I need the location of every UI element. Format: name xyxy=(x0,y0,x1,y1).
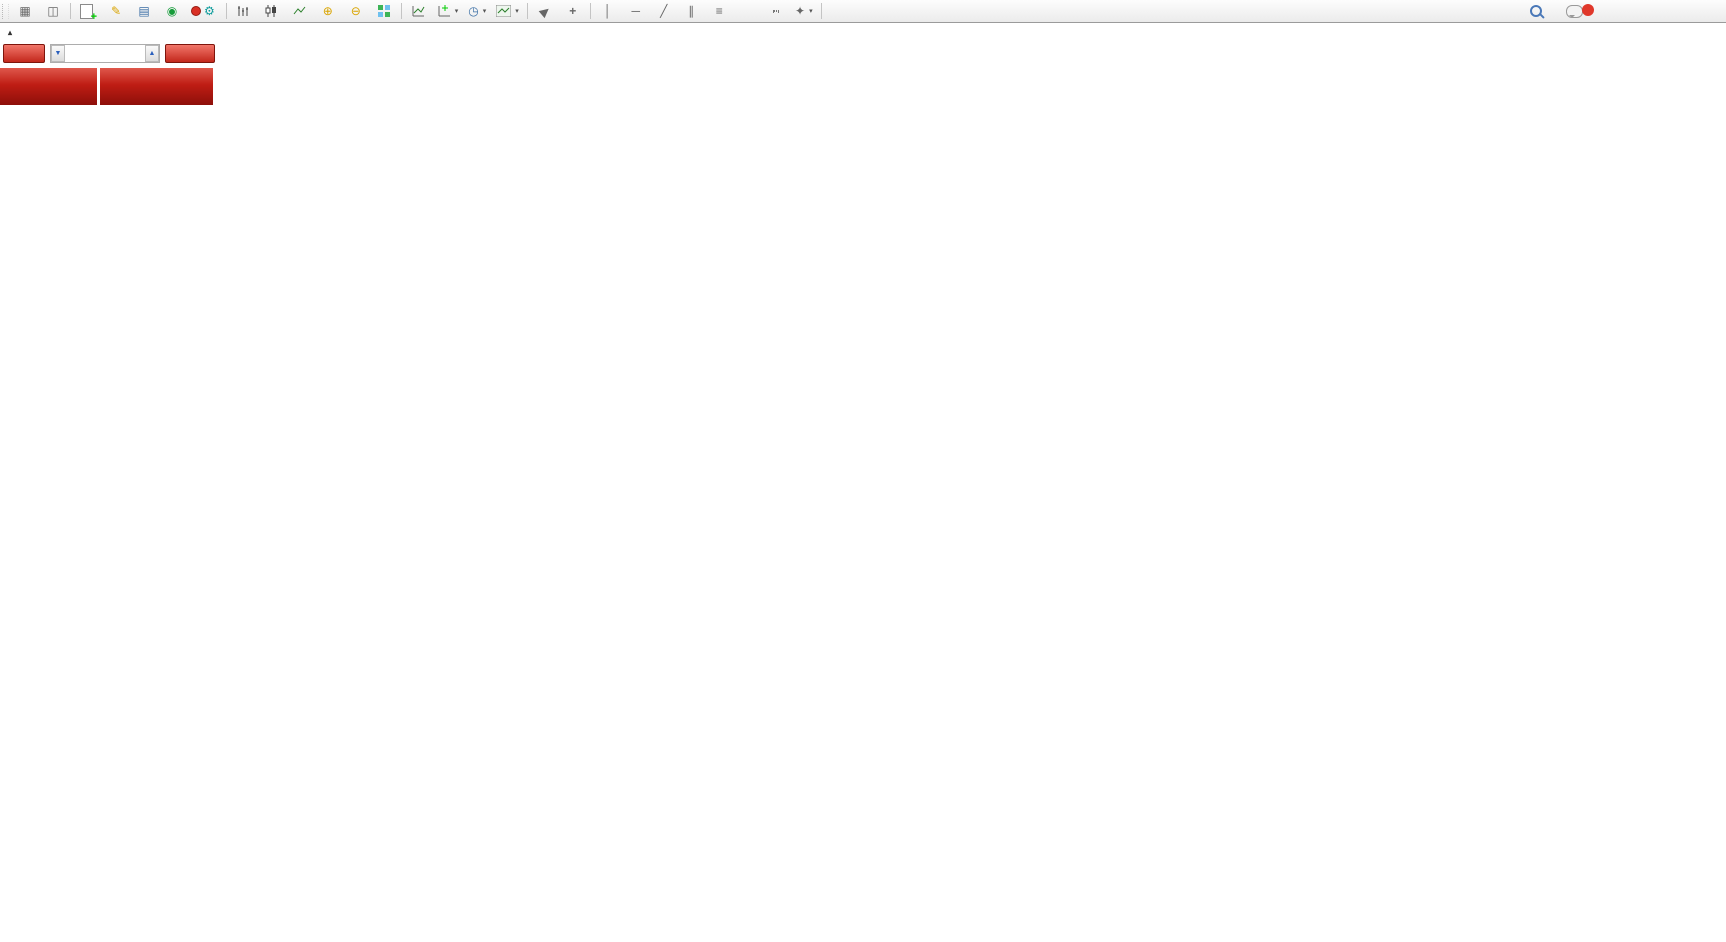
volume-input[interactable] xyxy=(65,45,145,62)
profiles-icon[interactable]: ▤ xyxy=(138,4,150,18)
notifications-button[interactable] xyxy=(1561,1,1594,21)
templates-icon[interactable]: ▾ xyxy=(492,1,523,21)
volume-increase-button[interactable]: ▲ xyxy=(145,45,159,62)
text-tool-icon[interactable] xyxy=(735,1,761,21)
add-indicator-icon[interactable]: ▾ xyxy=(434,1,463,21)
chart-window-icon[interactable]: ◫ xyxy=(47,4,59,18)
fibonacci-tool-icon[interactable]: ≡ xyxy=(715,4,723,18)
notification-badge xyxy=(1582,4,1594,16)
buy-button[interactable] xyxy=(165,44,215,63)
periods-clock-icon[interactable]: ◷ ▾ xyxy=(468,4,487,18)
candle-chart-type-icon[interactable] xyxy=(259,1,285,21)
toolbar: ▦ ◫ + ✎ ▤ ◉ ⚙ ⊕ ⊖ ▾ ◷ ▾ ▾ ▶ + │ ─ ╱ ∥ ≡ ✦… xyxy=(0,0,1726,23)
line-chart-type-icon[interactable] xyxy=(287,1,313,21)
chat-bubble-icon xyxy=(1565,4,1583,18)
vertical-line-tool-icon[interactable]: │ xyxy=(604,4,612,18)
zoom-in-icon[interactable]: ⊕ xyxy=(322,4,333,18)
signals-icon[interactable]: ◉ xyxy=(166,4,178,18)
volume-stepper: ▼ ▲ xyxy=(50,44,160,63)
indicators-list-icon[interactable] xyxy=(406,1,432,21)
channel-tool-icon[interactable]: ∥ xyxy=(688,4,695,18)
auto-trading-icon xyxy=(191,6,201,16)
one-click-trading-widget: ▼ ▲ xyxy=(0,44,216,105)
bar-chart-type-icon[interactable] xyxy=(231,1,257,21)
new-order-icon: + xyxy=(80,3,97,22)
buy-price-button[interactable] xyxy=(100,68,213,105)
trendline-tool-icon[interactable]: ╱ xyxy=(660,4,668,18)
volume-decrease-button[interactable]: ▼ xyxy=(51,45,65,62)
toolbar-grip xyxy=(2,3,9,19)
horizontal-line-tool-icon[interactable]: ─ xyxy=(631,4,641,18)
text-label-tool-icon[interactable] xyxy=(763,1,789,21)
zoom-out-icon[interactable]: ⊖ xyxy=(350,4,361,18)
search-icon[interactable] xyxy=(1523,1,1549,21)
tile-windows-icon[interactable] xyxy=(371,1,397,21)
highlighter-icon[interactable]: ✎ xyxy=(110,4,122,18)
new-order-button[interactable]: + xyxy=(75,1,101,22)
cursor-tool-icon[interactable]: ▶ xyxy=(536,2,553,20)
market-watch-icon[interactable]: ▦ xyxy=(19,4,31,18)
auto-trading-button[interactable]: ⚙ xyxy=(187,1,222,21)
arrows-tool-icon[interactable]: ✦ ▾ xyxy=(795,4,813,18)
sell-price-button[interactable] xyxy=(0,68,97,105)
sell-button[interactable] xyxy=(3,44,45,63)
crosshair-tool-icon[interactable]: + xyxy=(569,4,577,18)
chart-title: ▴ xyxy=(8,28,13,37)
